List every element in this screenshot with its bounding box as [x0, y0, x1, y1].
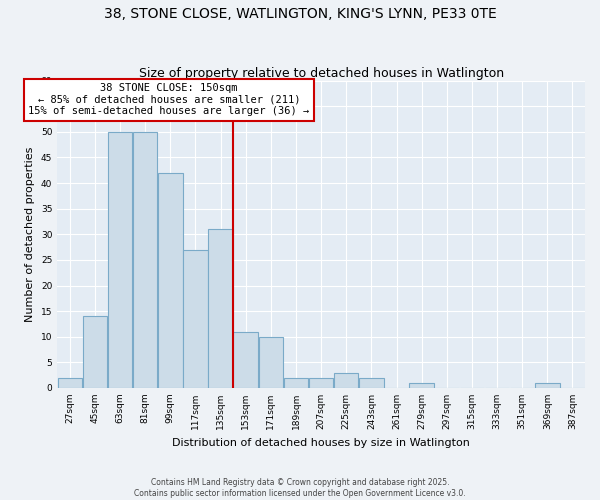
- Bar: [259, 336, 283, 388]
- Text: Contains HM Land Registry data © Crown copyright and database right 2025.
Contai: Contains HM Land Registry data © Crown c…: [134, 478, 466, 498]
- Bar: [208, 229, 233, 388]
- Bar: [409, 383, 434, 388]
- Bar: [158, 173, 182, 388]
- Bar: [108, 132, 132, 388]
- Text: 38, STONE CLOSE, WATLINGTON, KING'S LYNN, PE33 0TE: 38, STONE CLOSE, WATLINGTON, KING'S LYNN…: [104, 8, 496, 22]
- Text: 38 STONE CLOSE: 150sqm
← 85% of detached houses are smaller (211)
15% of semi-de: 38 STONE CLOSE: 150sqm ← 85% of detached…: [28, 83, 310, 116]
- Bar: [334, 372, 358, 388]
- Title: Size of property relative to detached houses in Watlington: Size of property relative to detached ho…: [139, 66, 503, 80]
- Bar: [309, 378, 334, 388]
- Bar: [233, 332, 258, 388]
- X-axis label: Distribution of detached houses by size in Watlington: Distribution of detached houses by size …: [172, 438, 470, 448]
- Bar: [183, 250, 208, 388]
- Y-axis label: Number of detached properties: Number of detached properties: [25, 146, 35, 322]
- Bar: [359, 378, 383, 388]
- Bar: [133, 132, 157, 388]
- Bar: [83, 316, 107, 388]
- Bar: [58, 378, 82, 388]
- Bar: [284, 378, 308, 388]
- Bar: [535, 383, 560, 388]
